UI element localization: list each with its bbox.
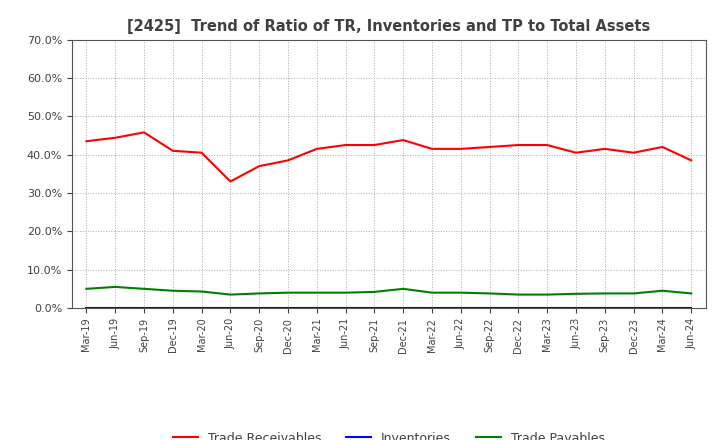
Trade Payables <box>341 290 350 295</box>
Trade Payables <box>485 291 494 296</box>
Trade Payables <box>399 286 408 291</box>
Trade Receivables <box>312 146 321 151</box>
Trade Receivables <box>226 179 235 184</box>
Trade Receivables <box>370 143 379 148</box>
Inventories <box>399 305 408 310</box>
Trade Payables <box>111 284 120 290</box>
Trade Payables <box>428 290 436 295</box>
Trade Receivables <box>658 144 667 150</box>
Trade Payables <box>687 291 696 296</box>
Inventories <box>341 305 350 310</box>
Trade Receivables <box>687 158 696 163</box>
Trade Payables <box>312 290 321 295</box>
Trade Receivables <box>485 144 494 150</box>
Inventories <box>111 305 120 310</box>
Title: [2425]  Trend of Ratio of TR, Inventories and TP to Total Assets: [2425] Trend of Ratio of TR, Inventories… <box>127 19 650 34</box>
Inventories <box>456 305 465 310</box>
Inventories <box>255 305 264 310</box>
Trade Receivables <box>341 143 350 148</box>
Line: Trade Payables: Trade Payables <box>86 287 691 295</box>
Inventories <box>82 305 91 310</box>
Trade Receivables <box>255 164 264 169</box>
Trade Payables <box>140 286 148 291</box>
Trade Payables <box>543 292 552 297</box>
Legend: Trade Receivables, Inventories, Trade Payables: Trade Receivables, Inventories, Trade Pa… <box>168 427 610 440</box>
Inventories <box>140 305 148 310</box>
Inventories <box>658 305 667 310</box>
Trade Receivables <box>168 148 177 154</box>
Trade Payables <box>284 290 292 295</box>
Trade Payables <box>456 290 465 295</box>
Inventories <box>543 305 552 310</box>
Trade Receivables <box>543 143 552 148</box>
Trade Payables <box>255 291 264 296</box>
Inventories <box>428 305 436 310</box>
Inventories <box>600 305 609 310</box>
Inventories <box>168 305 177 310</box>
Trade Receivables <box>456 146 465 151</box>
Trade Payables <box>572 291 580 297</box>
Trade Payables <box>168 288 177 293</box>
Trade Receivables <box>399 137 408 143</box>
Inventories <box>485 305 494 310</box>
Trade Payables <box>197 289 206 294</box>
Inventories <box>284 305 292 310</box>
Trade Receivables <box>629 150 638 155</box>
Inventories <box>629 305 638 310</box>
Inventories <box>370 305 379 310</box>
Trade Receivables <box>572 150 580 155</box>
Inventories <box>687 305 696 310</box>
Trade Receivables <box>140 130 148 135</box>
Inventories <box>312 305 321 310</box>
Inventories <box>197 305 206 310</box>
Trade Payables <box>226 292 235 297</box>
Trade Payables <box>82 286 91 291</box>
Trade Receivables <box>197 150 206 155</box>
Trade Payables <box>629 291 638 296</box>
Trade Receivables <box>82 139 91 144</box>
Trade Payables <box>514 292 523 297</box>
Trade Payables <box>600 291 609 296</box>
Trade Payables <box>370 289 379 294</box>
Trade Receivables <box>111 135 120 140</box>
Line: Trade Receivables: Trade Receivables <box>86 132 691 181</box>
Trade Receivables <box>284 158 292 163</box>
Trade Receivables <box>428 146 436 151</box>
Inventories <box>572 305 580 310</box>
Trade Receivables <box>600 146 609 151</box>
Trade Receivables <box>514 143 523 148</box>
Inventories <box>514 305 523 310</box>
Inventories <box>226 305 235 310</box>
Trade Payables <box>658 288 667 293</box>
